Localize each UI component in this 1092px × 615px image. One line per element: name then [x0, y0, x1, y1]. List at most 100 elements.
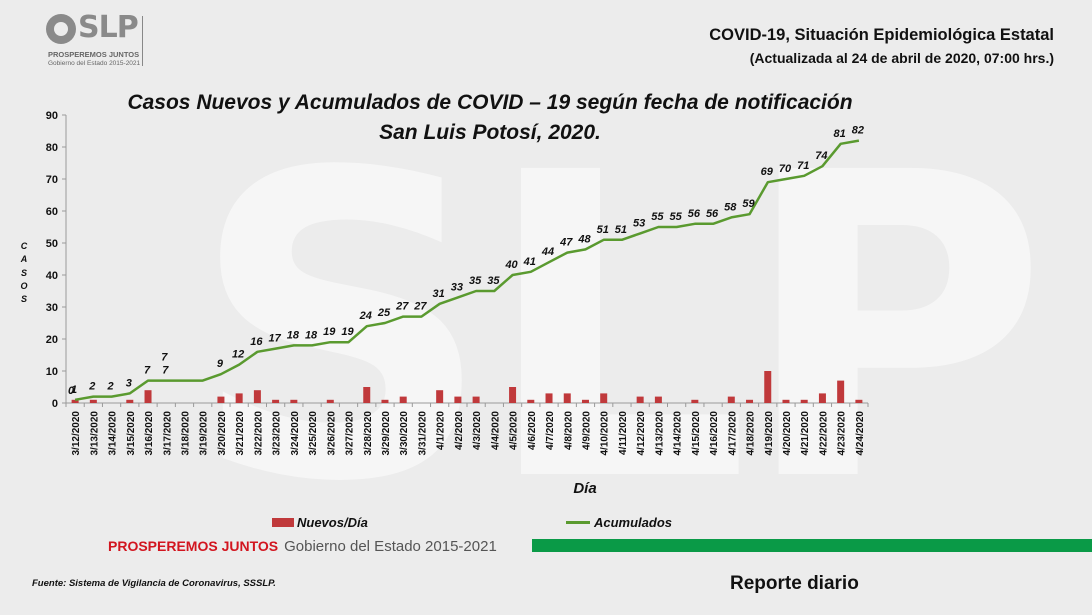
- x-tick-label: 4/20/2020: [782, 411, 793, 456]
- x-tick-label: 3/27/2020: [345, 411, 356, 456]
- bar-nuevos: [545, 393, 553, 403]
- data-label: 55: [651, 211, 664, 223]
- y-tick-label: 90: [46, 110, 58, 122]
- data-label: 41: [523, 256, 536, 268]
- x-tick-label: 4/6/2020: [527, 411, 538, 450]
- data-label: 9: [217, 358, 224, 370]
- report-title: COVID-19, Situación Epidemiológica Estat…: [709, 26, 1054, 44]
- y-tick-label: 60: [46, 206, 58, 218]
- legend-line-swatch: [566, 520, 590, 524]
- data-label: 12: [232, 349, 244, 361]
- bar-nuevos: [290, 399, 298, 403]
- x-tick-label: 3/29/2020: [381, 411, 392, 456]
- bar-nuevos: [89, 399, 97, 403]
- x-tick-label: 3/14/2020: [108, 411, 119, 456]
- x-tick-label: 3/16/2020: [144, 411, 155, 456]
- x-tick-label: 3/30/2020: [399, 411, 410, 456]
- x-tick-label: 4/4/2020: [490, 411, 501, 450]
- x-tick-label: 3/24/2020: [290, 411, 301, 456]
- data-label: 27: [413, 301, 427, 313]
- x-tick-label: 3/20/2020: [217, 411, 228, 456]
- report-update-date: (Actualizada al 24 de abril de 2020, 07:…: [749, 50, 1054, 66]
- data-label: 1: [71, 384, 77, 396]
- x-tick-label: 4/1/2020: [436, 411, 447, 450]
- bar-nuevos: [381, 399, 389, 403]
- x-tick-label: 3/22/2020: [253, 411, 264, 456]
- data-label: 53: [633, 217, 645, 229]
- data-label: 59: [742, 198, 755, 210]
- y-tick-label: 70: [46, 174, 58, 186]
- bar-nuevos: [746, 399, 754, 403]
- data-label: 51: [597, 224, 609, 236]
- data-label: 24: [359, 310, 372, 322]
- y-tick-label: 50: [46, 238, 58, 250]
- bar-nuevos: [600, 393, 608, 403]
- bar-nuevos: [235, 393, 243, 403]
- data-label: 7: [162, 365, 169, 377]
- government-logo: SLP PROSPEREMOS JUNTOS Gobierno del Esta…: [46, 10, 146, 70]
- x-tick-label: 3/17/2020: [162, 411, 173, 456]
- chart-title: Casos Nuevos y Acumulados de COVID – 19 …: [127, 91, 853, 114]
- data-label: 48: [577, 233, 591, 245]
- bar-nuevos: [363, 387, 371, 403]
- bar-nuevos: [71, 399, 79, 403]
- data-label: 7: [144, 365, 151, 377]
- y-tick-label: 10: [46, 366, 58, 378]
- bar-nuevos: [636, 396, 644, 403]
- data-label: 16: [250, 336, 263, 348]
- x-tick-label: 4/14/2020: [673, 411, 684, 456]
- bar-nuevos: [326, 399, 334, 403]
- data-label: 31: [433, 288, 445, 300]
- bar-nuevos: [837, 380, 845, 403]
- x-tick-label: 4/13/2020: [654, 411, 665, 456]
- bar-nuevos: [253, 390, 261, 403]
- data-label: 2: [88, 381, 95, 393]
- bar-nuevos: [855, 399, 863, 403]
- legend-bar-swatch: [272, 517, 294, 527]
- bar-nuevos: [454, 396, 462, 403]
- logo-subtitle: Gobierno del Estado 2015-2021: [48, 60, 141, 67]
- x-tick-label: 3/21/2020: [235, 411, 246, 456]
- data-label: 74: [815, 150, 827, 162]
- data-label: 25: [377, 307, 391, 319]
- y-tick-label: 40: [46, 270, 58, 282]
- logo-brand: SLP: [78, 10, 139, 45]
- data-label: 3: [126, 377, 132, 389]
- data-label: 81: [834, 128, 846, 140]
- bar-nuevos: [272, 399, 280, 403]
- data-label: 69: [761, 166, 774, 178]
- x-tick-label: 3/26/2020: [326, 411, 337, 456]
- bar-nuevos: [144, 390, 152, 403]
- x-tick-label: 4/15/2020: [691, 411, 702, 456]
- x-tick-label: 4/2/2020: [454, 411, 465, 450]
- x-tick-label: 3/19/2020: [199, 411, 210, 456]
- x-tick-label: 3/15/2020: [126, 411, 137, 456]
- bar-nuevos: [818, 393, 826, 403]
- x-tick-label: 3/31/2020: [417, 411, 428, 456]
- x-tick-label: 4/23/2020: [837, 411, 848, 456]
- x-tick-label: 4/11/2020: [618, 411, 629, 455]
- data-label: 44: [541, 246, 554, 258]
- bar-nuevos: [217, 396, 225, 403]
- x-tick-label: 3/18/2020: [180, 411, 191, 456]
- x-tick-label: 3/25/2020: [308, 411, 319, 456]
- logo-divider: [142, 16, 143, 66]
- x-tick-label: 4/9/2020: [581, 411, 592, 450]
- x-axis-label: Día: [573, 480, 597, 497]
- data-label: 17: [268, 333, 281, 345]
- chart-subtitle: San Luis Potosí, 2020.: [379, 121, 601, 144]
- logo-symbol-icon: [46, 14, 76, 44]
- bar-nuevos: [509, 387, 517, 403]
- x-tick-label: 3/13/2020: [89, 411, 100, 456]
- bar-nuevos: [691, 399, 699, 403]
- y-tick-label: 30: [46, 302, 58, 314]
- x-tick-label: 4/21/2020: [800, 411, 811, 456]
- line-acumulados: [74, 139, 860, 402]
- data-label: 7: [161, 352, 168, 364]
- x-tick-label: 3/23/2020: [272, 411, 283, 456]
- legend-label-cumulative: Acumulados: [594, 514, 673, 530]
- bar-nuevos: [782, 399, 790, 403]
- bar-nuevos: [800, 399, 808, 403]
- bar-nuevos: [727, 396, 735, 403]
- footer-government: Gobierno del Estado 2015-2021: [284, 538, 497, 555]
